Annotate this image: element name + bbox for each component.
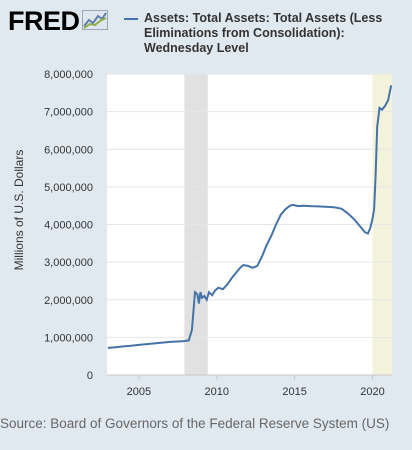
source-note: Source: Board of Governors of the Federa… — [0, 416, 390, 431]
y-tick-label: 3,000,000 — [44, 257, 93, 269]
x-tick-label: 2005 — [127, 386, 151, 398]
y-tick-label: 4,000,000 — [44, 220, 93, 232]
y-tick-label: 5,000,000 — [44, 182, 93, 194]
y-axis: 0 1,000,000 2,000,000 3,000,000 4,000,000 5,0… — [44, 69, 93, 382]
x-tick-label: 2020 — [360, 386, 384, 398]
y-tick-label: 7,000,000 — [44, 107, 93, 119]
y-tick-label: 8,000,000 — [44, 69, 93, 81]
fred-logo[interactable]: FRED — [8, 6, 108, 36]
y-tick-label: 0 — [87, 370, 93, 382]
legend-swatch — [124, 18, 138, 20]
y-tick-label: 6,000,000 — [44, 144, 93, 156]
chart-title: Assets: Total Assets: Total Assets (Less… — [144, 11, 383, 55]
x-tick-label: 2015 — [282, 386, 306, 398]
gridlines — [107, 73, 392, 376]
chart-line-icon — [81, 9, 108, 35]
series-line — [107, 85, 393, 349]
x-axis: 2005 2010 2015 2020 — [127, 375, 385, 398]
y-tick-label: 1,000,000 — [44, 332, 93, 344]
fred-wordmark: FRED — [8, 6, 80, 36]
chart-legend: Assets: Total Assets: Total Assets (Less… — [124, 11, 404, 56]
x-tick-label: 2010 — [205, 386, 229, 398]
y-tick-label: 2,000,000 — [44, 295, 93, 307]
